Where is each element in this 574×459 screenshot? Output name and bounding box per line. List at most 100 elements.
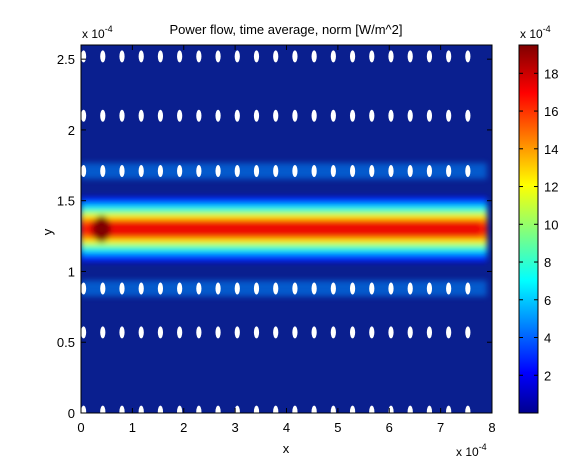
inclusion <box>100 164 106 177</box>
inclusion <box>465 326 471 339</box>
inclusion <box>253 164 260 177</box>
inclusion <box>369 405 375 413</box>
inclusion <box>407 326 413 339</box>
y-tick-label: 0.5 <box>57 335 75 350</box>
inclusion <box>465 164 471 177</box>
inclusion <box>119 326 125 339</box>
field-band <box>81 201 487 205</box>
x-exponent-label: x 10-4 <box>456 442 487 459</box>
inclusion <box>446 326 452 339</box>
inclusion <box>311 326 317 339</box>
inclusion <box>330 326 336 339</box>
inclusion <box>465 50 471 63</box>
inclusion <box>407 164 413 177</box>
inclusion <box>369 326 375 339</box>
inclusion <box>157 405 164 413</box>
inclusion <box>292 326 298 339</box>
inclusion <box>177 282 183 295</box>
inclusion <box>81 405 87 413</box>
field-halo-band <box>81 162 487 179</box>
inclusion <box>253 326 260 339</box>
inclusion <box>311 164 317 177</box>
inclusion <box>215 50 221 63</box>
colorbar-tick-label: 6 <box>544 293 551 308</box>
inclusion <box>81 109 87 122</box>
inclusion <box>234 109 240 122</box>
inclusion <box>388 326 394 339</box>
inclusion <box>119 282 125 295</box>
colorbar-exponent-label: x 10-4 <box>520 24 551 41</box>
inclusion <box>177 326 183 339</box>
x-exponent-power: -4 <box>479 442 487 452</box>
inclusion <box>138 405 144 413</box>
field-halo-band <box>81 280 487 297</box>
inclusion <box>349 282 356 295</box>
y-tick-label: 1 <box>68 264 75 279</box>
inclusion <box>330 109 336 122</box>
field-band <box>81 247 487 251</box>
inclusion <box>215 282 221 295</box>
inclusion <box>369 164 375 177</box>
power-flow-field <box>81 162 487 297</box>
colorbar-tick-label: 10 <box>544 217 558 232</box>
inclusion <box>426 326 433 339</box>
inclusion <box>253 50 260 63</box>
inclusion <box>369 282 375 295</box>
inclusion <box>157 326 164 339</box>
field-band <box>81 240 487 244</box>
field-band <box>81 242 487 246</box>
inclusion <box>292 405 298 413</box>
x-exponent-base: x 10 <box>456 445 479 459</box>
x-tick-label: 4 <box>283 420 290 435</box>
y-exponent-label: x 10-4 <box>82 24 113 41</box>
inclusion <box>119 109 125 122</box>
chart-title: Power flow, time average, norm [W/m^2] <box>170 22 403 37</box>
inclusion <box>100 405 106 413</box>
inclusion <box>292 50 298 63</box>
field-band <box>81 208 487 212</box>
inclusion <box>292 282 298 295</box>
inclusion <box>369 109 375 122</box>
inclusion <box>157 282 164 295</box>
inclusion <box>446 405 452 413</box>
inclusion <box>426 164 433 177</box>
inclusion <box>292 164 298 177</box>
inclusion <box>330 164 336 177</box>
inclusion <box>100 282 106 295</box>
inclusion <box>138 109 144 122</box>
colorbar-gradient <box>518 44 539 414</box>
x-axis-label: x <box>283 441 290 456</box>
field-band <box>81 245 487 248</box>
inclusion <box>349 164 356 177</box>
field-band <box>81 212 487 216</box>
inclusion <box>311 282 317 295</box>
inclusion <box>273 282 279 295</box>
colorbar-tick-label: 4 <box>544 331 551 346</box>
inclusion <box>138 326 144 339</box>
x-tick-label: 8 <box>488 420 495 435</box>
inclusion <box>253 282 260 295</box>
x-tick-label: 2 <box>180 420 187 435</box>
x-tick-label: 1 <box>129 420 136 435</box>
inclusion <box>273 50 279 63</box>
inclusion <box>138 164 144 177</box>
inclusion <box>330 50 336 63</box>
inclusion <box>138 50 144 63</box>
inclusion <box>330 282 336 295</box>
inclusion <box>157 109 164 122</box>
y-axis-ticks: 0 0.5 1 1.5 2 2.5 <box>57 52 492 421</box>
field-band <box>81 251 487 255</box>
inclusion <box>407 282 413 295</box>
inclusion <box>292 109 298 122</box>
inclusion <box>349 109 356 122</box>
inclusion <box>81 326 87 339</box>
inclusion <box>330 405 336 413</box>
colorbar: 2 4 6 8 10 12 14 16 18 x 10-4 <box>518 24 558 414</box>
colorbar-ticks: 2 4 6 8 10 12 14 16 18 <box>519 66 558 383</box>
inclusion <box>465 282 471 295</box>
inclusion <box>81 50 87 63</box>
inclusion <box>388 282 394 295</box>
y-axis-label: y <box>40 228 55 235</box>
inclusion <box>100 50 106 63</box>
